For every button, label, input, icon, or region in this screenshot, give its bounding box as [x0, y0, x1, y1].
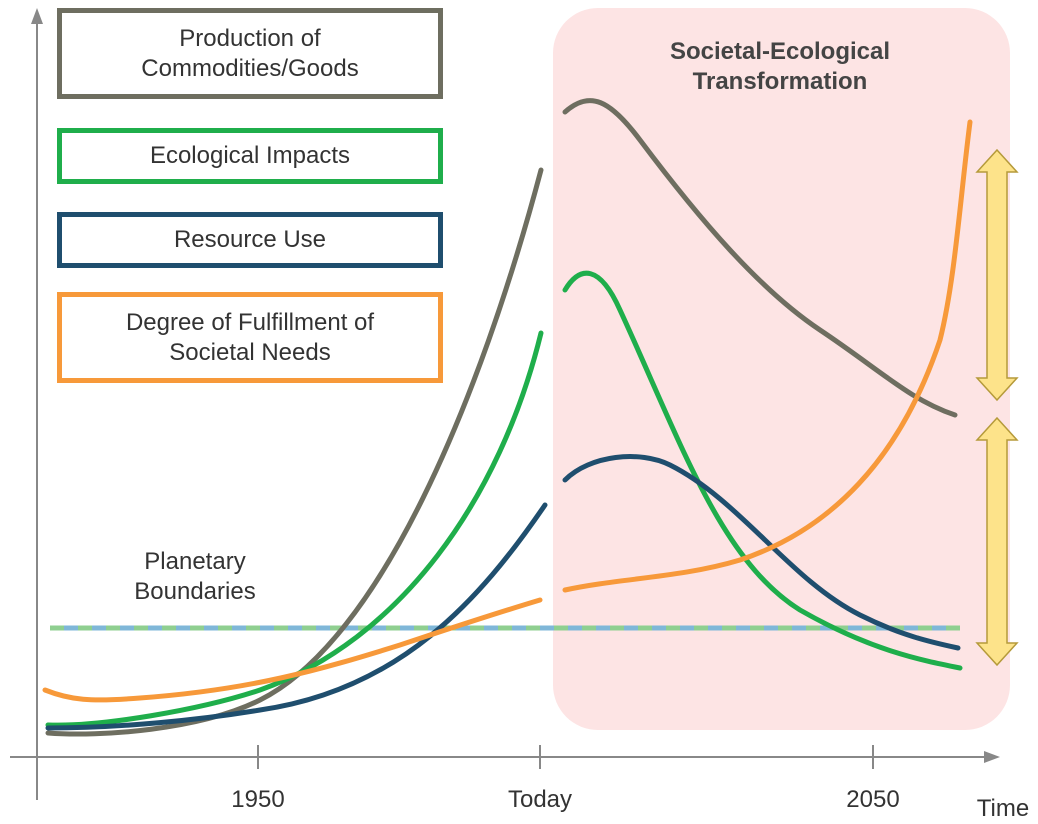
x-label: Today — [507, 786, 573, 813]
impacts-curve — [562, 270, 963, 671]
double-arrow — [975, 148, 1019, 402]
needs-curve — [42, 597, 543, 703]
resource-curve — [562, 454, 961, 651]
x-label: 1950 — [231, 786, 285, 813]
x-arrow — [984, 751, 1000, 763]
impacts-curve — [45, 330, 544, 728]
legend-box: Degree of Fulfillment of Societal Needs — [57, 292, 443, 383]
legend-box: Ecological Impacts — [57, 128, 443, 184]
y-arrow — [31, 8, 43, 24]
goods-curve — [45, 167, 544, 737]
legend-label: Production of Commodities/Goods — [141, 24, 359, 82]
resource-curve — [45, 502, 548, 731]
legend-label: Ecological Impacts — [149, 142, 351, 169]
zone-title: Societal-Ecological Transformation — [669, 38, 891, 95]
goods-curve — [562, 98, 958, 418]
legend-label: Degree of Fulfillment of Societal Needs — [125, 308, 375, 366]
boundary-label: Planetary Boundaries — [134, 548, 256, 605]
legend-box: Production of Commodities/Goods — [57, 8, 443, 99]
transformation-zone — [553, 8, 1010, 730]
axes — [10, 18, 990, 800]
needs-curve — [562, 119, 973, 593]
legend-label: Resource Use — [173, 226, 327, 253]
x-label: 2050 — [846, 786, 900, 813]
legend-box: Resource Use — [57, 212, 443, 268]
double-arrow — [975, 416, 1019, 667]
x-title: Time — [976, 795, 1030, 822]
